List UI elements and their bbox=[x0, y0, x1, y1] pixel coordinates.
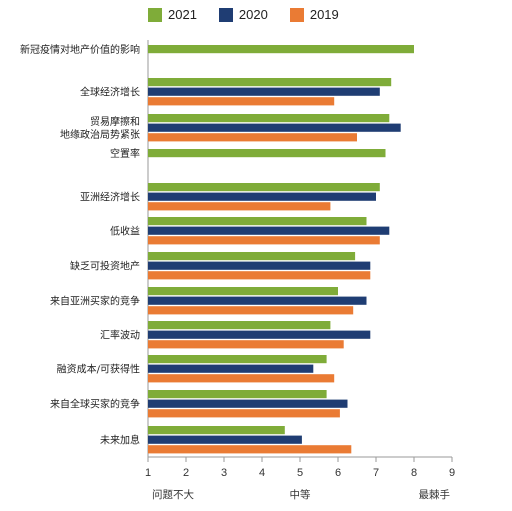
category-label: 低收益 bbox=[110, 225, 140, 238]
category-label: 贸易摩擦和地缘政治局势紧张 bbox=[60, 115, 140, 141]
legend-item-2021: 2021 bbox=[148, 7, 197, 22]
legend-item-2020: 2020 bbox=[218, 7, 268, 22]
bar-2021 bbox=[148, 321, 331, 330]
x-tick-label: 9 bbox=[449, 467, 455, 479]
bar-2020 bbox=[148, 261, 371, 270]
legend-label-2019: 2019 bbox=[309, 7, 339, 22]
bar-2021 bbox=[148, 78, 392, 87]
legend-swatch-2019 bbox=[289, 7, 304, 22]
category-label: 未来加息 bbox=[100, 434, 140, 447]
bar-2019 bbox=[148, 133, 357, 142]
legend-item-2019: 2019 bbox=[289, 7, 339, 22]
bar-2019 bbox=[148, 409, 340, 418]
x-tick-label: 8 bbox=[411, 467, 417, 479]
bar-2020 bbox=[148, 364, 314, 373]
x-scale-label: 问题不大 bbox=[152, 488, 194, 501]
x-tick-label: 2 bbox=[183, 467, 189, 479]
bar-2020 bbox=[148, 123, 401, 132]
bar-2019 bbox=[148, 236, 380, 245]
category-label: 新冠疫情对地产价值的影响 bbox=[20, 43, 140, 56]
bar-2020 bbox=[148, 87, 380, 96]
bar-2021 bbox=[148, 287, 338, 296]
legend: 2021 2020 2019 bbox=[148, 7, 361, 22]
legend-swatch-2021 bbox=[148, 7, 162, 22]
bar-2020 bbox=[148, 296, 367, 305]
category-label: 来自亚洲买家的竞争 bbox=[50, 295, 140, 308]
bar-2021 bbox=[148, 426, 285, 435]
category-label: 空置率 bbox=[110, 147, 140, 160]
bar-2020 bbox=[148, 435, 302, 444]
bar-2020 bbox=[148, 192, 376, 201]
bar-2021 bbox=[148, 149, 386, 158]
bar-2021 bbox=[148, 45, 414, 54]
bar-2021 bbox=[148, 252, 356, 261]
bar-2021 bbox=[148, 217, 367, 226]
category-label: 融资成本/可获得性 bbox=[57, 363, 140, 376]
x-scale-label: 中等 bbox=[290, 488, 311, 501]
bar-2020 bbox=[148, 226, 390, 235]
bar-2020 bbox=[148, 399, 348, 408]
x-tick-label: 4 bbox=[259, 467, 265, 479]
bar-2019 bbox=[148, 445, 352, 454]
x-tick-label: 6 bbox=[335, 467, 341, 479]
bar-2019 bbox=[148, 306, 354, 315]
bar-2019 bbox=[148, 97, 335, 106]
legend-label-2020: 2020 bbox=[238, 7, 268, 22]
x-tick-label: 3 bbox=[221, 467, 227, 479]
category-label: 缺乏可投资地产 bbox=[70, 260, 140, 273]
bar-2019 bbox=[148, 374, 335, 383]
legend-label-2021: 2021 bbox=[168, 7, 197, 22]
bar-2021 bbox=[148, 183, 380, 192]
bar-2021 bbox=[148, 114, 390, 123]
bar-2021 bbox=[148, 355, 327, 364]
x-scale-label: 最棘手 bbox=[419, 488, 451, 501]
x-tick-label: 7 bbox=[373, 467, 379, 479]
bar-2019 bbox=[148, 340, 344, 349]
category-label: 汇率波动 bbox=[100, 329, 140, 342]
category-label: 来自全球买家的竞争 bbox=[50, 398, 140, 411]
category-label: 全球经济增长 bbox=[80, 86, 140, 99]
bar-2021 bbox=[148, 390, 327, 399]
bar-2019 bbox=[148, 271, 371, 280]
x-tick-label: 1 bbox=[145, 467, 151, 479]
bar-2019 bbox=[148, 202, 331, 211]
x-tick-label: 5 bbox=[297, 467, 303, 479]
category-label: 亚洲经济增长 bbox=[80, 191, 140, 204]
legend-swatch-2020 bbox=[218, 7, 233, 22]
bar-2020 bbox=[148, 330, 371, 339]
